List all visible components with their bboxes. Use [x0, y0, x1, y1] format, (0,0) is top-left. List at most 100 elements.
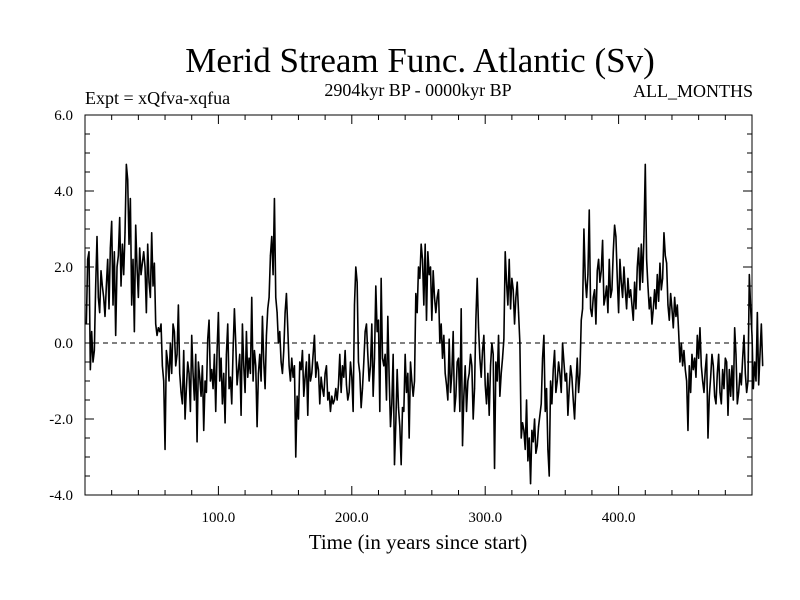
- data-point: [415, 293, 417, 295]
- data-point: [600, 270, 602, 272]
- data-point: [236, 384, 238, 386]
- data-point: [291, 357, 293, 359]
- data-point: [674, 296, 676, 298]
- data-point: [615, 236, 617, 238]
- data-point: [545, 388, 548, 390]
- data-point: [99, 312, 101, 314]
- data-point: [419, 277, 421, 279]
- data-point: [273, 198, 276, 200]
- data-point: [269, 255, 272, 257]
- data-point: [551, 403, 553, 405]
- data-point: [196, 441, 198, 443]
- data-point: [611, 289, 613, 291]
- data-point: [147, 243, 149, 245]
- data-point: [249, 372, 252, 374]
- data-point: [279, 331, 281, 333]
- data-point: [235, 342, 237, 344]
- data-point: [732, 399, 734, 401]
- y-tick-label: 6.0: [54, 108, 73, 124]
- data-point: [316, 361, 318, 363]
- data-point: [647, 285, 649, 287]
- data-point: [159, 331, 161, 333]
- x-tick-label: 400.0: [602, 510, 636, 526]
- data-point: [451, 372, 453, 374]
- data-point: [592, 296, 594, 298]
- data-point: [448, 338, 450, 340]
- data-point: [603, 304, 605, 306]
- data-point: [251, 296, 253, 298]
- data-point: [260, 380, 262, 382]
- data-point: [601, 239, 604, 241]
- data-point: [762, 365, 764, 367]
- data-point: [576, 357, 578, 359]
- data-point: [524, 448, 526, 450]
- data-points: [85, 163, 764, 485]
- data-point: [746, 391, 748, 393]
- data-point: [203, 429, 205, 431]
- data-point: [137, 296, 139, 298]
- data-point: [492, 353, 494, 355]
- data-point: [141, 262, 143, 264]
- data-point: [487, 372, 489, 374]
- data-point: [216, 350, 218, 352]
- data-point: [531, 429, 533, 431]
- y-tick-label: 2.0: [54, 260, 73, 276]
- data-point: [619, 258, 621, 260]
- data-point: [261, 315, 264, 317]
- data-point: [124, 232, 126, 234]
- x-tick-label: 200.0: [335, 510, 369, 526]
- data-point: [323, 395, 325, 397]
- data-point: [634, 281, 636, 283]
- data-point: [336, 399, 338, 401]
- data-point: [303, 395, 305, 397]
- data-point: [483, 334, 485, 336]
- data-point: [347, 399, 349, 401]
- data-point: [706, 353, 708, 355]
- data-point: [500, 372, 502, 374]
- data-point: [577, 391, 580, 393]
- data-point: [88, 251, 90, 253]
- data-point: [372, 395, 374, 397]
- data-point: [618, 312, 620, 314]
- data-point: [416, 312, 418, 314]
- data-point: [380, 277, 382, 279]
- data-point: [711, 353, 713, 355]
- data-point: [597, 258, 600, 260]
- data-point: [359, 372, 361, 374]
- data-point: [424, 243, 426, 245]
- data-point: [758, 384, 760, 386]
- series-line: [85, 163, 764, 485]
- data-point: [339, 353, 341, 355]
- data-point: [312, 353, 314, 355]
- data-point: [497, 334, 500, 336]
- data-point: [481, 350, 484, 352]
- data-point: [91, 331, 93, 333]
- data-point: [548, 475, 550, 477]
- data-point: [515, 296, 517, 298]
- axis-tick-labels: 100.0 200.0 300.0 400.0 -4.0 -2.0 0.0 2.0 4.0 6.0: [49, 108, 635, 526]
- data-point: [680, 342, 682, 344]
- data-point: [333, 399, 336, 401]
- data-point: [532, 441, 534, 443]
- data-point: [252, 380, 254, 382]
- data-point: [748, 274, 750, 276]
- axis-ticks: [85, 114, 752, 496]
- data-point: [356, 281, 358, 283]
- data-point: [638, 247, 640, 249]
- data-point: [395, 422, 397, 424]
- data-point: [744, 372, 746, 374]
- data-point: [523, 429, 525, 431]
- data-point: [371, 323, 373, 325]
- data-point: [533, 418, 536, 420]
- data-point: [690, 391, 692, 393]
- data-point: [521, 422, 524, 424]
- data-point: [599, 281, 601, 283]
- data-point: [360, 407, 362, 409]
- data-point: [501, 357, 504, 359]
- data-point: [315, 376, 317, 378]
- data-point: [181, 403, 183, 405]
- data-point: [107, 258, 109, 260]
- data-point: [171, 372, 173, 374]
- data-point: [95, 285, 97, 287]
- data-point: [184, 418, 186, 420]
